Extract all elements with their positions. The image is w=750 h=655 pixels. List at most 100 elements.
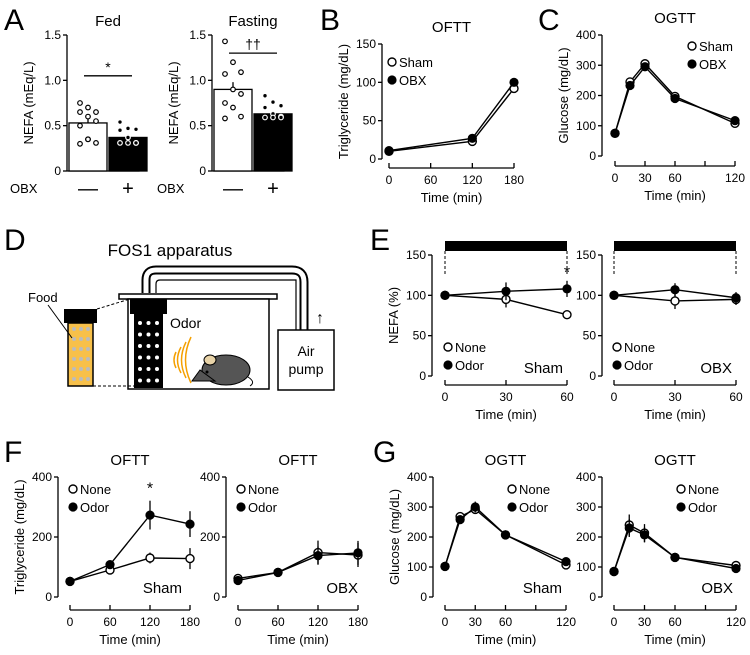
legend-marker (387, 57, 397, 67)
series-line (388, 81, 515, 152)
data-point (230, 59, 236, 66)
significance-marker: * (147, 481, 153, 498)
y-tick-label: 0 (45, 590, 52, 604)
y-tick-label: 200 (32, 530, 52, 544)
data-point (85, 136, 91, 143)
y-tick-label: 200 (576, 530, 596, 544)
data-point (624, 523, 634, 533)
x-tick-label: 60 (271, 615, 285, 629)
panel-label-a: A (4, 4, 24, 37)
series-odor (440, 280, 572, 301)
data-point (238, 113, 244, 120)
hole (138, 378, 142, 383)
x-axis-label: Time (min) (267, 632, 329, 647)
legend-marker (387, 75, 397, 85)
x-tick-label: 60 (668, 615, 682, 629)
x-axis-label: Time (min) (421, 190, 483, 205)
data-point (440, 290, 450, 300)
y-tick-label: 100 (576, 560, 596, 574)
group-label: Sham (143, 580, 182, 597)
legend-marker (236, 484, 246, 494)
legend-marker (676, 484, 686, 494)
food-cap (64, 309, 97, 323)
data-point (77, 100, 83, 106)
food-label: Food (28, 290, 58, 305)
x-tick-label: 120 (140, 615, 160, 629)
data-point (93, 139, 99, 146)
pellet (79, 347, 83, 351)
series-line (69, 514, 191, 583)
y-tick-label: 400 (407, 470, 427, 484)
data-point (440, 561, 450, 572)
obx-category-label: — (223, 178, 243, 200)
legend-marker (236, 502, 246, 512)
x-tick-label: 0 (442, 615, 449, 629)
air-tube-edge (155, 279, 297, 330)
pellet (72, 337, 76, 341)
odor-cap (130, 299, 167, 314)
y-tick-label: 50 (583, 329, 597, 343)
hole (146, 367, 151, 371)
pellet (79, 357, 83, 361)
pellet (72, 357, 76, 361)
data-point (610, 128, 620, 138)
pellet (72, 377, 76, 381)
legend-label: None (248, 482, 279, 497)
legend-marker (612, 342, 622, 352)
y-tick-label: 1.5 (189, 28, 206, 42)
x-tick-label: 60 (668, 171, 682, 185)
data-point (561, 557, 571, 567)
pellet (86, 337, 90, 341)
x-axis-label: Time (min) (644, 632, 706, 647)
group-label: Sham (523, 580, 562, 597)
data-point (731, 293, 741, 303)
data-point (125, 139, 131, 146)
data-point (501, 286, 511, 296)
data-point (133, 126, 139, 133)
data-point (639, 530, 650, 540)
legend-label: Sham (399, 55, 433, 70)
y-tick-label: 0 (369, 152, 376, 166)
data-point (262, 104, 268, 111)
legend-label: Odor (624, 358, 654, 373)
y-tick-label: 1.0 (44, 73, 61, 87)
pellet (86, 377, 90, 381)
panel-label-e: E (370, 224, 390, 257)
diagram-title: FOS1 apparatus (108, 241, 233, 260)
series-line (237, 552, 359, 582)
group-label: OBX (326, 580, 358, 597)
y-tick-label: 50 (363, 114, 377, 128)
y-tick-label: 0 (420, 590, 427, 604)
legend-label: Sham (699, 39, 733, 54)
bar (68, 122, 108, 172)
x-tick-label: 0 (67, 615, 74, 629)
y-tick-label: 100 (407, 560, 427, 574)
data-point (500, 530, 511, 540)
chart-title: Fed (95, 13, 121, 30)
y-tick-label: 0.5 (189, 119, 206, 133)
series-odor (609, 519, 741, 577)
legend-label: OBX (399, 73, 427, 88)
chart-title: OGTT (485, 452, 527, 469)
x-tick-label: 60 (424, 173, 438, 187)
odor-waves-icon (173, 336, 192, 384)
legend-label: Odor (455, 358, 485, 373)
series-line (613, 527, 737, 572)
data-point (278, 114, 284, 121)
y-tick-label: 50 (413, 329, 427, 343)
x-tick-label: 0 (386, 173, 393, 187)
legend-marker (507, 484, 517, 494)
y-tick-label: 300 (576, 58, 596, 72)
hole (155, 344, 159, 348)
data-point (273, 567, 283, 578)
legend-label: None (80, 482, 111, 497)
legend-label: None (519, 482, 550, 497)
x-tick-label: 60 (729, 390, 743, 404)
series-odor (233, 540, 363, 586)
legend-marker (612, 360, 622, 370)
hole (146, 355, 151, 360)
data-point (670, 93, 680, 104)
data-point (384, 145, 394, 156)
legend-label: None (688, 482, 719, 497)
data-point (470, 502, 480, 512)
